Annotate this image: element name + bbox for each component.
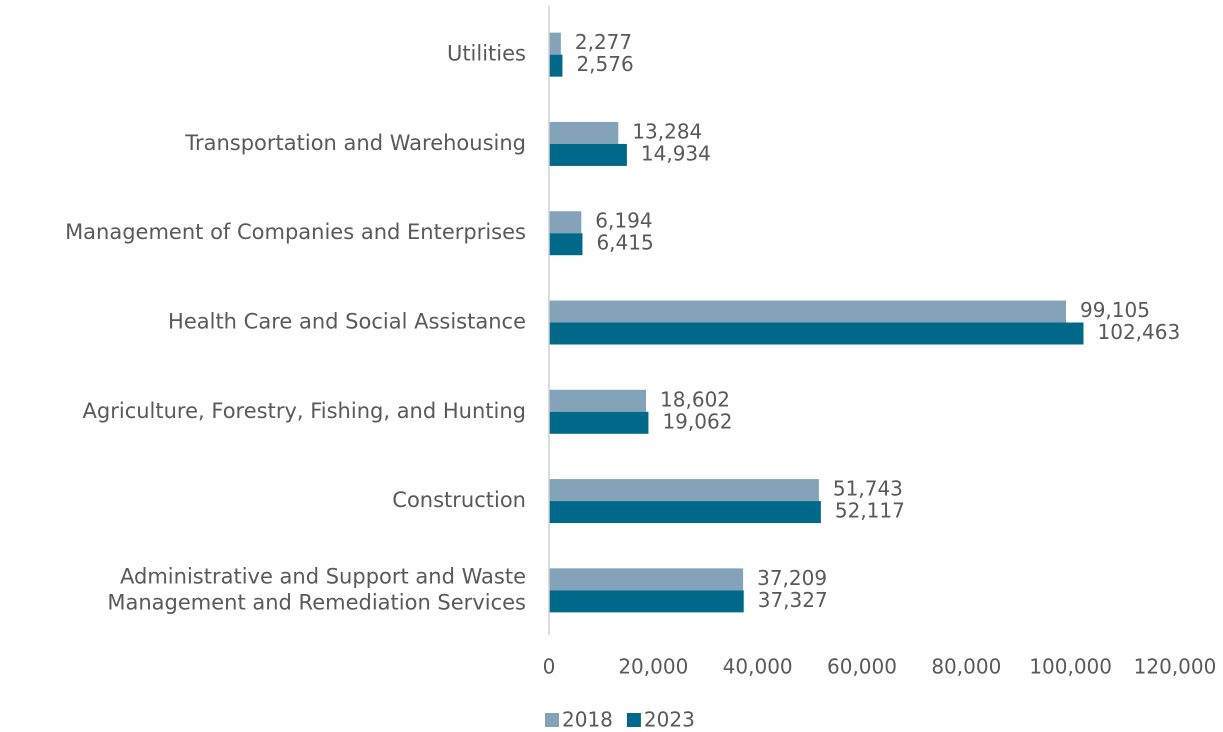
bar [549, 32, 561, 55]
category-label: Construction [392, 488, 526, 512]
x-tick-label: 40,000 [723, 655, 793, 679]
value-label: 14,934 [641, 141, 711, 165]
x-tick-label: 20,000 [618, 655, 688, 679]
legend-swatch [545, 713, 559, 727]
bar [549, 568, 744, 591]
bar [549, 479, 819, 502]
value-label: 37,327 [758, 588, 828, 612]
x-tick-label: 80,000 [931, 655, 1001, 679]
x-tick-label: 60,000 [827, 655, 897, 679]
value-label: 18,602 [660, 387, 730, 411]
value-label: 6,415 [596, 231, 653, 255]
legend-swatch [626, 713, 641, 727]
value-label: 19,062 [662, 409, 732, 433]
value-label: 2,576 [576, 52, 633, 76]
category-label: Administrative and Support and Waste Mana… [107, 564, 526, 614]
bar [549, 54, 563, 77]
legend-label: 2023 [644, 708, 695, 732]
value-label: 51,743 [833, 477, 903, 501]
bar [549, 121, 619, 144]
value-label: 2,277 [575, 30, 632, 54]
bar [549, 590, 744, 613]
value-label: 37,209 [757, 566, 827, 590]
value-label: 13,284 [632, 119, 702, 143]
bar [549, 389, 647, 412]
bar [549, 143, 627, 166]
bar [549, 322, 1084, 345]
x-tick-label: 0 [543, 655, 556, 679]
bar [549, 233, 583, 256]
x-tick-label: 120,000 [1134, 655, 1217, 679]
value-label: 99,105 [1080, 298, 1150, 322]
value-label: 6,194 [595, 209, 652, 233]
value-label: 102,463 [1098, 320, 1181, 344]
bar [549, 501, 821, 524]
category-label: Utilities [447, 42, 526, 66]
legend-label: 2018 [562, 708, 613, 732]
category-label: Transportation and Warehousing [184, 131, 526, 155]
category-label: Agriculture, Forestry, Fishing, and Hunt… [83, 399, 526, 423]
bar [549, 211, 582, 234]
category-label: Management of Companies and Enterprises [65, 220, 526, 244]
category-label: Health Care and Social Assistance [168, 310, 526, 334]
value-label: 52,117 [835, 499, 905, 523]
x-tick-label: 100,000 [1029, 655, 1112, 679]
bar [549, 300, 1066, 323]
bar [549, 411, 649, 434]
